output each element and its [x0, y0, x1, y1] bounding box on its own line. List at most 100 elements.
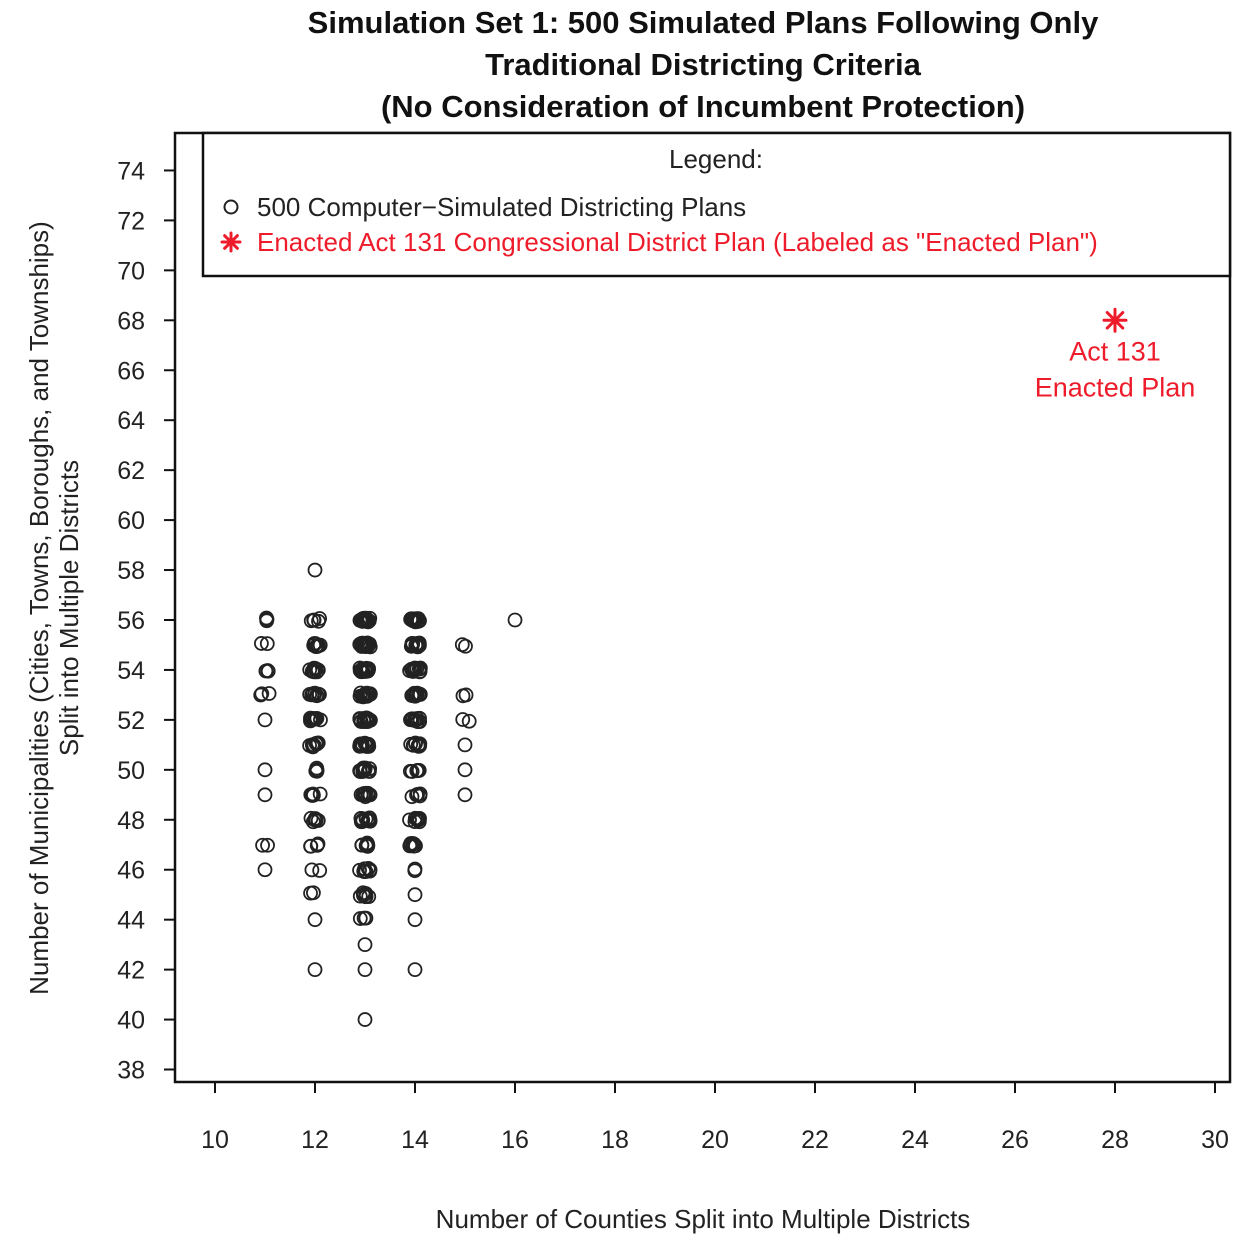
data-point-simulated	[310, 686, 326, 702]
data-point-simulated	[454, 637, 470, 652]
data-point-simulated	[356, 787, 372, 803]
data-point-simulated	[457, 762, 473, 778]
data-point-simulated	[407, 912, 423, 928]
data-point-simulated	[408, 735, 423, 751]
data-point-simulated	[412, 786, 428, 802]
legend-title: Legend:	[669, 144, 763, 174]
x-tick-label: 22	[801, 1126, 829, 1154]
data-point-simulated	[258, 663, 274, 679]
y-tick-label: 56	[117, 607, 145, 635]
data-point-simulated	[362, 812, 378, 828]
data-point-simulated	[402, 763, 418, 779]
x-tick-label: 26	[1001, 1126, 1029, 1154]
data-point-simulated	[457, 737, 473, 753]
data-point-simulated	[357, 761, 373, 777]
data-point-simulated	[409, 611, 424, 627]
data-point-simulated	[356, 863, 372, 879]
data-point-simulated	[359, 688, 375, 704]
data-point-simulated	[259, 611, 275, 627]
y-axis-label: Number of Municipalities (Cities, Towns,…	[24, 221, 84, 995]
y-tick-label: 44	[117, 907, 145, 935]
data-point-simulated	[254, 686, 270, 702]
data-point-simulated	[407, 887, 423, 903]
data-point-simulated	[409, 711, 425, 726]
y-tick-label: 40	[117, 1007, 145, 1035]
data-point-simulated	[307, 962, 323, 978]
chart-title: Simulation Set 1: 500 Simulated Plans Fo…	[308, 5, 1099, 124]
y-tick-label: 62	[117, 457, 145, 485]
data-point-simulated	[303, 787, 319, 803]
legend: Legend: 500 Computer−Simulated Districti…	[201, 131, 1232, 278]
asterisk-stroke	[1105, 311, 1125, 330]
data-point-simulated	[352, 660, 368, 676]
data-point-simulated	[306, 885, 321, 901]
data-point-simulated	[257, 862, 273, 878]
y-tick-label: 54	[117, 657, 145, 685]
y-tick-label: 74	[117, 157, 145, 185]
y-tick-label: 46	[117, 857, 145, 885]
y-tick-label: 64	[117, 407, 145, 435]
x-tick-label: 16	[501, 1126, 529, 1154]
enacted-plan-points	[1102, 307, 1128, 333]
y-axis-label-line-2: Split into Multiple Districts	[54, 460, 84, 756]
data-point-simulated	[407, 861, 423, 877]
data-point-simulated	[257, 787, 273, 803]
asterisk-stroke	[223, 234, 239, 250]
data-point-simulated	[404, 789, 420, 805]
data-point-simulated	[355, 885, 371, 901]
data-point-simulated	[306, 637, 322, 653]
data-point-simulated	[257, 762, 273, 778]
data-point-simulated	[307, 912, 323, 928]
data-point-simulated	[312, 786, 328, 802]
data-point-simulated	[406, 737, 421, 753]
data-point-simulated	[312, 863, 328, 878]
data-point-simulated	[260, 837, 275, 853]
y-tick-label: 52	[117, 707, 145, 735]
legend-asterisk-mark	[220, 231, 242, 253]
data-point-simulated	[259, 636, 275, 652]
x-tick-label: 18	[601, 1126, 629, 1154]
simulated-plan-points	[253, 562, 523, 1027]
data-point-simulated	[408, 637, 424, 653]
legend-entry-enacted: Enacted Act 131 Congressional District P…	[257, 227, 1098, 257]
data-point-simulated	[355, 636, 371, 651]
data-point-simulated	[255, 837, 270, 853]
data-point-simulated	[357, 1012, 373, 1027]
data-point-simulated	[455, 712, 471, 727]
x-tick-label: 14	[401, 1126, 429, 1154]
legend-marker-asterisk	[220, 231, 242, 253]
data-point-simulated	[410, 614, 426, 629]
data-point-simulated	[412, 686, 428, 702]
data-point-simulated	[409, 811, 425, 827]
data-point-simulated	[257, 712, 273, 728]
data-point-simulated	[304, 711, 320, 727]
data-point-simulated	[358, 838, 374, 854]
chart-title-line-3: (No Consideration of Incumbent Protectio…	[381, 89, 1025, 124]
data-point-simulated	[354, 736, 370, 752]
data-point-simulated	[302, 662, 318, 678]
data-point-simulated	[356, 711, 372, 726]
annotation-enacted-plan: Act 131 Enacted Plan	[1035, 336, 1196, 402]
data-point-simulated	[407, 962, 423, 978]
legend-box	[201, 131, 1232, 278]
data-point-simulated	[461, 713, 477, 729]
data-point-simulated	[309, 736, 325, 752]
x-axis-label: Number of Counties Split into Multiple D…	[436, 1204, 971, 1234]
y-tick-label: 68	[117, 307, 145, 335]
data-point-simulated	[455, 688, 471, 704]
data-point-simulated	[357, 962, 373, 978]
data-point-simulated	[412, 664, 428, 679]
x-tick-label: 20	[701, 1126, 729, 1154]
data-point-simulated	[353, 714, 369, 729]
x-tick-label: 10	[201, 1126, 229, 1154]
data-point-simulated	[412, 714, 428, 730]
data-point-simulated	[253, 636, 269, 651]
data-point-simulated	[359, 713, 375, 729]
data-point-simulated	[457, 787, 473, 803]
y-tick-label: 60	[117, 507, 145, 535]
data-point-simulated	[304, 862, 320, 878]
x-tick-label: 24	[901, 1126, 929, 1154]
data-point-simulated	[360, 662, 376, 678]
data-point-simulated	[402, 838, 418, 854]
